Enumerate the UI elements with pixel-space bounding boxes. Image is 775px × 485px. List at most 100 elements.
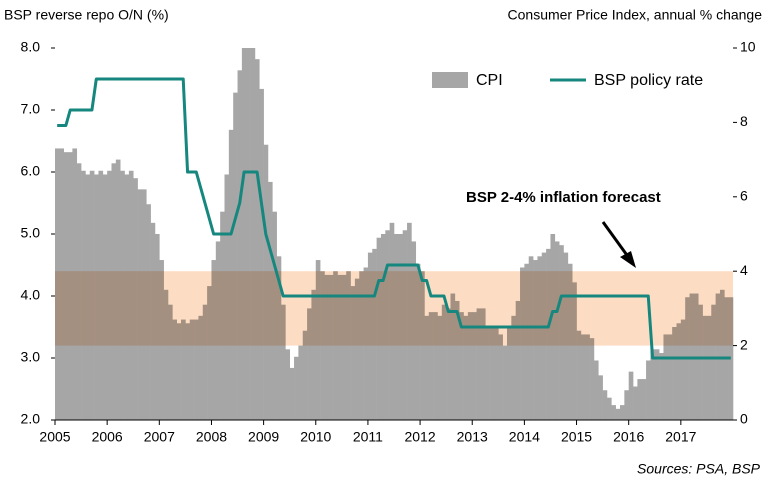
bar: [450, 293, 456, 420]
bar: [628, 371, 634, 420]
bar: [611, 405, 616, 420]
bar: [680, 319, 686, 420]
bar: [507, 327, 512, 420]
bar: [659, 353, 664, 420]
legend-label: CPI: [476, 72, 503, 89]
bar: [511, 315, 516, 420]
y-tick-label: 8.0: [21, 39, 41, 55]
bar: [485, 327, 490, 420]
bar: [281, 304, 286, 420]
bar: [428, 312, 434, 420]
x-tick-label: 2013: [457, 429, 488, 445]
bar: [168, 304, 173, 420]
bar: [194, 319, 199, 420]
y-axis-title: BSP reverse repo O/N (%): [4, 7, 169, 23]
bar: [354, 278, 360, 420]
bar: [641, 379, 647, 420]
bar: [515, 300, 521, 420]
bar: [463, 315, 469, 420]
bar: [602, 390, 608, 420]
x-tick-label: 2016: [613, 429, 644, 445]
y-tick-label: 7.0: [21, 101, 41, 117]
y2-tick-label: 2: [740, 336, 748, 352]
bar: [615, 408, 621, 420]
bar: [298, 345, 304, 420]
legend-swatch: [432, 72, 468, 88]
bar: [337, 274, 343, 420]
bar: [454, 300, 460, 420]
bar: [706, 315, 712, 420]
y-tick-label: 5.0: [21, 225, 41, 241]
x-tick-label: 2006: [92, 429, 123, 445]
bar: [576, 330, 582, 420]
bar: [646, 360, 651, 420]
bar: [467, 312, 473, 420]
bar: [176, 323, 182, 420]
x-tick-label: 2007: [144, 429, 175, 445]
bar: [589, 338, 595, 420]
y2-tick-label: 4: [740, 262, 748, 278]
bar: [324, 274, 330, 420]
bar: [241, 48, 247, 420]
line: [57, 77, 731, 360]
bar: [493, 327, 499, 420]
bar: [654, 349, 660, 420]
x-tick-label: 2017: [665, 429, 696, 445]
bar: [580, 334, 586, 420]
bar: [711, 304, 716, 420]
bar: [259, 88, 264, 421]
bar: [341, 274, 347, 420]
bar: [489, 327, 495, 420]
bar: [294, 356, 299, 420]
bar: [172, 319, 177, 420]
bar: [698, 304, 703, 420]
target-band: [55, 271, 733, 346]
bar: [202, 304, 208, 420]
y2-axis-title: Consumer Price Index, annual % change: [508, 7, 763, 23]
bar: [433, 312, 438, 420]
bar: [198, 315, 204, 420]
bar: [620, 405, 625, 420]
source: Sources: PSA, BSP: [637, 461, 761, 477]
bar: [254, 59, 260, 420]
bar: [189, 319, 195, 420]
y-tick-label: 4.0: [21, 287, 41, 303]
bar: [598, 375, 603, 420]
bar: [350, 286, 356, 420]
bar: [663, 334, 669, 420]
bar: [424, 315, 430, 420]
bar: [476, 308, 482, 420]
bar: [633, 386, 638, 420]
x-tick-label: 2015: [561, 429, 592, 445]
bar: [498, 334, 503, 420]
bar: [185, 323, 191, 420]
x-tick-label: 2005: [39, 429, 70, 445]
x-tick-label: 2010: [300, 429, 331, 445]
annotation: BSP 2-4% inflation forecast: [466, 189, 661, 206]
bar: [437, 315, 443, 420]
bar: [719, 289, 725, 420]
bar: [285, 349, 290, 420]
bar: [702, 315, 708, 420]
annotation-arrow: [601, 221, 636, 268]
bar: [728, 297, 734, 420]
bar: [459, 312, 464, 420]
bar: [502, 345, 508, 420]
y2-tick-label: 0: [740, 411, 748, 427]
bar: [672, 327, 677, 420]
bar: [233, 92, 238, 420]
bar: [302, 330, 308, 420]
bar: [441, 304, 447, 420]
x-tick-label: 2012: [404, 429, 435, 445]
y2-tick-label: 8: [740, 113, 748, 129]
x-tick-label: 2008: [196, 429, 227, 445]
bar: [250, 48, 256, 420]
bar: [585, 334, 590, 420]
x-tick-label: 2009: [248, 429, 279, 445]
legend-label: BSP policy rate: [594, 72, 703, 89]
bar: [328, 274, 334, 420]
bar: [289, 367, 295, 420]
bar: [307, 308, 312, 420]
bar: [181, 319, 186, 420]
bar: [572, 282, 577, 420]
